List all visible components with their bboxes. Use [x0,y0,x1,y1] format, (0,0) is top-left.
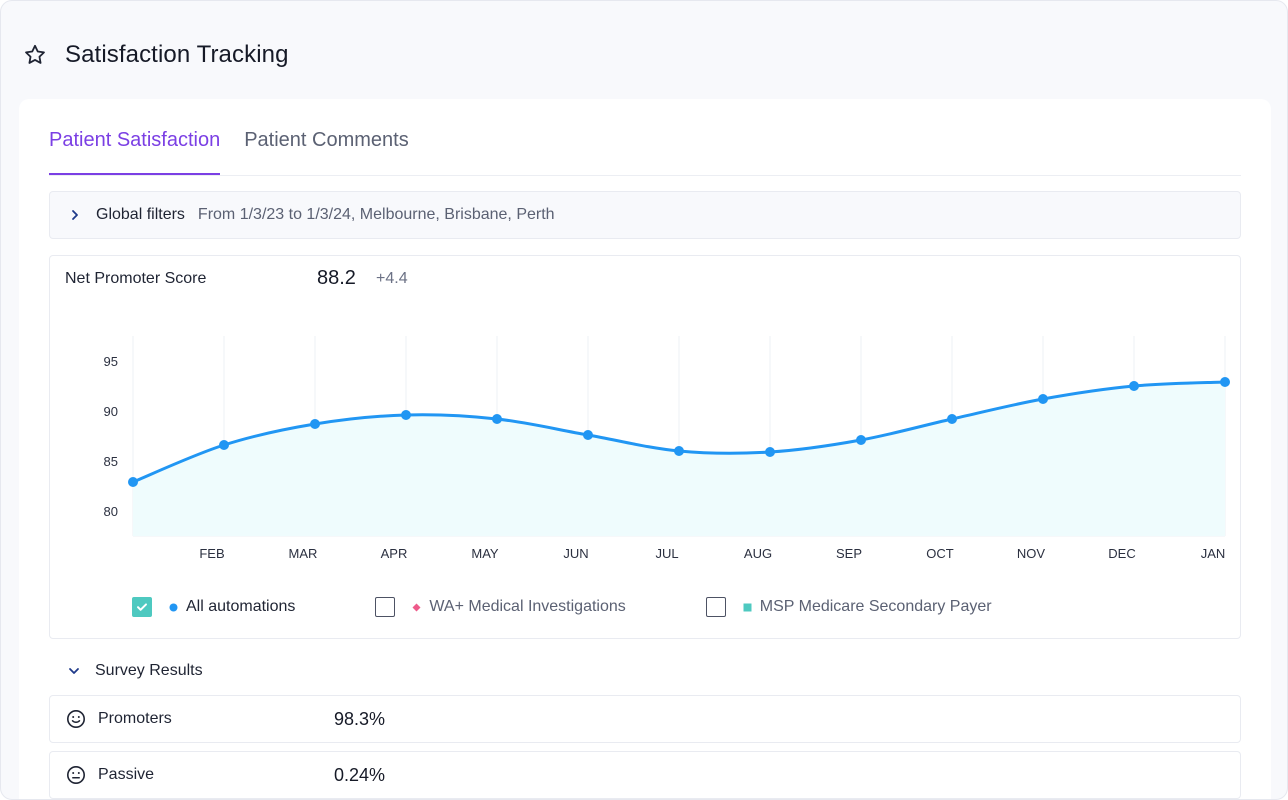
legend-all-automations[interactable]: All automations [132,597,295,617]
neutral-face-icon [66,765,86,785]
diamond-marker-icon [412,603,421,612]
data-point [401,410,411,420]
global-filters-label: Global filters [96,206,185,223]
legend-label: All automations [186,598,296,615]
legend-wa-medical[interactable]: WA+ Medical Investigations [375,597,626,617]
x-tick-label: MAY [471,546,499,561]
data-point [674,446,684,456]
survey-row-passive[interactable]: Passive 0.24% [49,751,1241,799]
circle-marker-icon [169,603,178,612]
x-tick-label: FEB [199,546,224,561]
nps-delta: +4.4 [376,270,408,287]
legend-label: WA+ Medical Investigations [429,598,626,615]
data-point [219,440,229,450]
checkbox-unchecked-icon[interactable] [375,597,396,617]
nps-chart: 80 85 90 95 FEB MAR APR MAY JUN JUL AUG SEP OCT NOV DE… [104,336,1230,561]
data-point [1129,381,1139,391]
x-tick-label: NOV [1017,546,1046,561]
survey-row-name: Passive [98,766,155,783]
chart-legend: All automations WA+ Medical Investigatio… [132,596,992,618]
legend-msp-medicare[interactable]: MSP Medicare Secondary Payer [705,597,992,617]
page-title: Satisfaction Tracking [65,41,289,68]
survey-results-label: Survey Results [95,662,203,679]
x-tick-label: OCT [926,546,954,561]
star-outline-icon[interactable] [23,43,47,67]
square-marker-icon [743,603,752,612]
x-tick-label: JUN [563,546,588,561]
global-filters-bar[interactable]: Global filters From 1/3/23 to 1/3/24, Me… [49,191,1241,239]
global-filters-value: From 1/3/23 to 1/3/24, Melbourne, Brisba… [197,206,555,223]
data-point [1038,394,1048,404]
y-tick-label: 85 [104,454,118,469]
smile-face-icon [66,709,86,729]
tab-patient-satisfaction[interactable]: Patient Satisfaction [49,129,221,175]
legend-label: MSP Medicare Secondary Payer [759,598,992,615]
x-tick-label: AUG [744,546,772,561]
checkbox-unchecked-icon[interactable] [705,597,726,617]
tab-patient-comments[interactable]: Patient Comments [244,129,409,151]
survey-results-header[interactable]: Survey Results [67,659,203,683]
nps-label: Net Promoter Score [65,270,207,287]
x-tick-label: JUL [655,546,678,561]
nps-panel: Net Promoter Score 88.2 +4.4 80 85 90 95 FEB… [49,255,1241,639]
x-tick-label: JAN [1201,546,1226,561]
data-point [128,477,138,487]
survey-row-value: 98.3% [334,708,386,729]
data-point [765,447,775,457]
chevron-right-icon[interactable] [68,208,82,222]
x-tick-label: APR [381,546,408,561]
x-tick-label: SEP [836,546,862,561]
data-point [856,435,866,445]
tab-divider [49,175,1241,176]
data-point [947,414,957,424]
x-tick-label: MAR [289,546,318,561]
survey-row-name: Promoters [98,710,172,727]
chevron-down-icon[interactable] [67,664,81,678]
page-header: Satisfaction Tracking [23,39,289,71]
nps-value: 88.2 [317,267,356,289]
x-tick-label: DEC [1108,546,1135,561]
survey-row-promoters[interactable]: Promoters 98.3% [49,695,1241,743]
data-point [492,414,502,424]
y-tick-label: 95 [104,354,118,369]
checkbox-checked-icon[interactable] [132,597,152,617]
data-point [583,430,593,440]
y-tick-label: 80 [104,504,118,519]
data-point [1220,377,1230,387]
main-card: Patient Satisfaction Patient Comments Gl… [19,99,1271,799]
y-tick-label: 90 [104,404,118,419]
survey-row-value: 0.24% [334,764,386,785]
tab-bar: Patient Satisfaction Patient Comments [49,129,433,175]
data-point [310,419,320,429]
